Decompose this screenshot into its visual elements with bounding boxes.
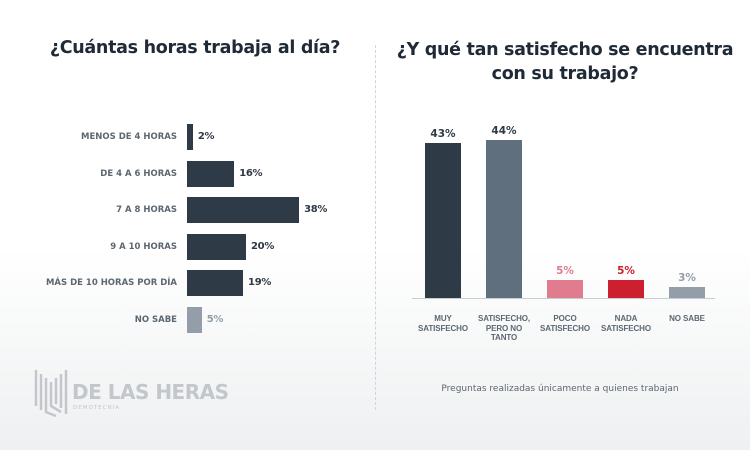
bar: [187, 160, 235, 187]
footnote: Preguntas realizadas únicamente a quiene…: [441, 384, 679, 394]
logo-text: DE LAS HERAS: [72, 380, 229, 404]
value-label: 43%: [430, 128, 456, 141]
right-chart-title: ¿Y qué tan satisfecho se encuentra con s…: [396, 40, 734, 84]
category-label: DE 4 A 6 HORAS: [100, 168, 177, 179]
category-label: SATISFECHO, PERO NO TANTO: [477, 314, 531, 342]
value-label: 3%: [678, 272, 696, 285]
bar: [187, 124, 193, 150]
logo-subtext: DEMOTECNIA: [73, 405, 120, 411]
bar: [187, 270, 244, 297]
category-label: MÁS DE 10 HORAS POR DÍA: [45, 278, 177, 289]
value-label: 16%: [239, 167, 263, 179]
left-chart-title: ¿Cuántas horas trabaja al día?: [49, 38, 341, 58]
category-label: NO SABE: [669, 314, 705, 323]
category-label: NADA SATISFECHO: [601, 314, 651, 333]
category-label: POCO SATISFECHO: [540, 314, 590, 333]
value-label: 19%: [248, 277, 272, 289]
category-label: MUY SATISFECHO: [418, 314, 468, 333]
divider: [375, 45, 376, 410]
bar: [486, 139, 522, 298]
value-label: 5%: [617, 265, 635, 277]
value-label: 5%: [206, 314, 224, 325]
value-label: 44%: [491, 124, 517, 137]
value-label: 20%: [251, 240, 275, 252]
value-label: 5%: [556, 265, 574, 277]
bar: [425, 143, 461, 298]
category-label: MENOS DE 4 HORAS: [81, 132, 177, 142]
value-label: 38%: [304, 204, 328, 216]
bar: [187, 233, 246, 260]
bar: [187, 197, 300, 224]
category-label: 7 A 8 HORAS: [116, 205, 177, 216]
logo-icon: [34, 370, 68, 418]
category-label: NO SABE: [134, 315, 177, 325]
bar: [608, 280, 644, 298]
x-axis-line: [412, 298, 715, 299]
bar: [669, 287, 705, 298]
category-label: 9 A 10 HORAS: [110, 241, 177, 252]
value-label: 2%: [197, 131, 215, 142]
bar: [187, 307, 202, 333]
bar: [547, 280, 583, 298]
